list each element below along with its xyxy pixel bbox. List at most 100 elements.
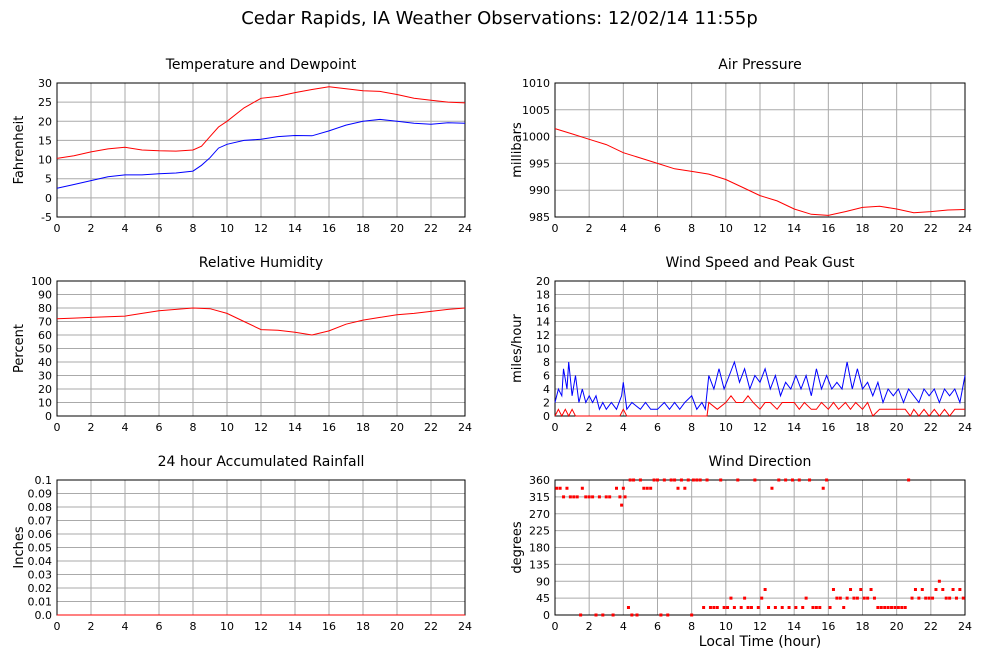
y-tick-label: 360 [529,474,550,487]
x-tick-label: 4 [122,620,129,633]
data-point [656,478,659,482]
x-tick-label: 20 [390,222,404,235]
x-tick-label: 20 [390,620,404,633]
y-tick-label: 0.08 [28,501,53,514]
data-point [883,606,887,609]
data-point [821,486,825,490]
y-tick-label: 10 [38,154,52,167]
x-tick-label: 6 [156,421,163,434]
data-point [797,478,801,482]
y-axis-label: miles/hour [510,313,525,382]
y-tick-label: 0.04 [28,555,53,568]
y-tick-label: 0 [45,410,52,423]
data-point [811,606,815,609]
x-tick-label: 20 [890,222,904,235]
data-point [756,606,760,609]
chart-title: 24 hour Accumulated Rainfall [158,454,365,470]
data-point [676,486,680,490]
data-point [842,606,846,609]
data-point [770,486,774,490]
x-tick-label: 0 [552,421,559,434]
x-tick-label: 4 [620,620,627,633]
x-tick-label: 14 [288,222,302,235]
data-point [961,596,965,600]
y-tick-label: 995 [529,157,550,170]
data-point [683,486,687,490]
data-point [890,606,894,609]
y-tick-label: 20 [38,115,52,128]
y-tick-label: 135 [529,558,550,571]
data-point [831,588,835,591]
x-tick-label: 6 [654,620,661,633]
data-point [572,495,576,499]
x-tick-label: 10 [220,620,234,633]
y-tick-label: 180 [529,542,550,555]
x-tick-label: 22 [924,620,938,633]
data-point [615,486,618,490]
chart-humidity: 0 2 4 6 8 10 12 14 16 18 20 22 240102030405060708090… [12,255,472,434]
x-tick-label: 0 [552,222,559,235]
y-tick-label: 60 [38,329,52,342]
x-tick-label: 2 [586,421,593,434]
x-tick-label: 14 [288,421,302,434]
x-tick-label: 20 [890,421,904,434]
x-tick-label: 10 [719,620,733,633]
data-point [579,613,583,617]
data-point [859,588,863,591]
x-tick-label: 12 [753,620,767,633]
y-tick-label: 0.02 [28,582,53,595]
data-point [601,613,605,617]
data-point [626,606,630,609]
x-tick-label: 10 [220,222,234,235]
data-point [958,588,962,591]
data-point [739,606,743,609]
data-point [558,486,562,490]
data-point [872,596,876,600]
chart-direction: 0 2 4 6 8 10 12 14 16 18 20 22 240459013518022527031… [510,454,972,633]
data-point [944,596,948,600]
y-tick-label: 10 [536,343,550,356]
data-point [591,495,595,499]
data-point [808,478,812,482]
chart-title: Wind Speed and Peak Gust [666,255,855,271]
y-tick-label: 270 [529,508,550,521]
x-tick-label: 18 [856,620,870,633]
x-tick-label: 24 [958,620,972,633]
series-line-red [56,307,466,336]
chart-pressure: 0 2 4 6 8 10 12 14 16 18 20 22 249859909951000100510… [510,57,972,235]
x-tick-label: 2 [586,222,593,235]
series-line-blue [56,118,466,189]
x-tick-label: 14 [787,620,801,633]
data-point [753,478,757,482]
data-point [691,478,695,482]
x-tick-label: 6 [654,421,661,434]
series-line-red [554,128,966,216]
data-point [623,495,627,499]
data-point [896,606,900,609]
y-tick-label: 40 [38,356,52,369]
data-point [920,588,924,591]
data-point [662,478,666,482]
data-point [659,613,663,617]
y-tick-label: 10 [38,397,52,410]
data-point [787,606,791,609]
data-point [584,495,588,499]
chart-title: Air Pressure [718,57,801,73]
y-tick-label: 0.07 [28,515,53,528]
x-tick-label: 12 [753,421,767,434]
data-point [801,606,805,609]
data-point [763,588,767,591]
data-point [594,613,598,617]
data-point [767,606,771,609]
data-point [825,478,829,482]
data-point [708,606,712,609]
data-point [618,495,622,499]
x-tick-label: 4 [122,222,129,235]
y-tick-label: 225 [529,525,550,538]
data-point [715,606,719,609]
x-tick-label: 0 [54,421,61,434]
x-tick-label: 4 [620,222,627,235]
y-tick-label: 8 [543,356,550,369]
x-tick-label: 14 [787,222,801,235]
